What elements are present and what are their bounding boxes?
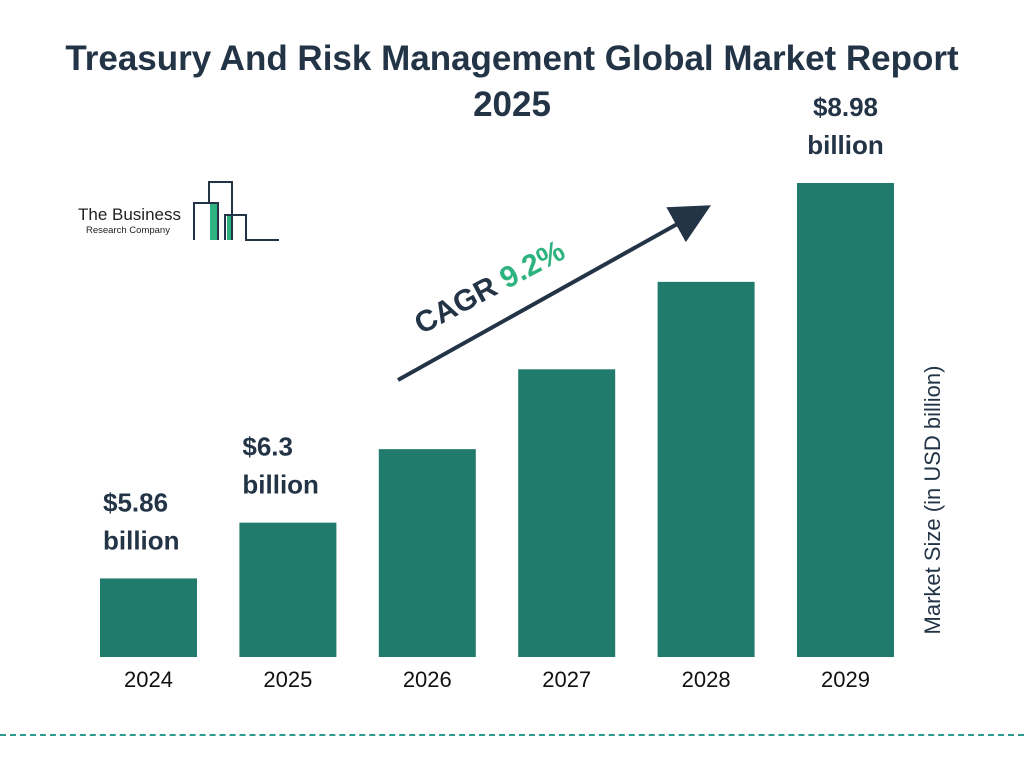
y-axis-label: Market Size (in USD billion): [920, 365, 945, 635]
data-label-value: $6.3: [242, 432, 293, 462]
data-label-unit: billion: [807, 130, 884, 160]
cagr-arrow: [397, 205, 711, 382]
bar-2026: [378, 449, 476, 657]
x-tick-label: 2025: [263, 667, 312, 692]
x-tick-label: 2028: [682, 667, 731, 692]
x-tick-label: 2024: [124, 667, 173, 692]
data-label-value: $5.86: [103, 487, 168, 517]
data-label-unit: billion: [242, 470, 319, 500]
dashed-divider: [0, 734, 1024, 736]
chart-title: Treasury And Risk Management Global Mark…: [65, 39, 959, 124]
x-tick-label: 2029: [821, 667, 870, 692]
logo-buildings-icon: [193, 181, 279, 241]
logo-line1: The Business: [78, 205, 181, 224]
company-logo: The Business Research Company: [78, 180, 288, 245]
data-label-value: $8.98: [813, 92, 878, 122]
bar-2025: [239, 522, 337, 657]
logo-line2: Research Company: [86, 225, 170, 236]
data-label-unit: billion: [103, 525, 180, 555]
x-tick-label: 2026: [403, 667, 452, 692]
bar-2028: [657, 281, 755, 657]
bar-2029: [797, 183, 894, 657]
bar-2027: [518, 369, 616, 657]
x-tick-label: 2027: [542, 667, 591, 692]
bar-2024: [100, 578, 197, 657]
